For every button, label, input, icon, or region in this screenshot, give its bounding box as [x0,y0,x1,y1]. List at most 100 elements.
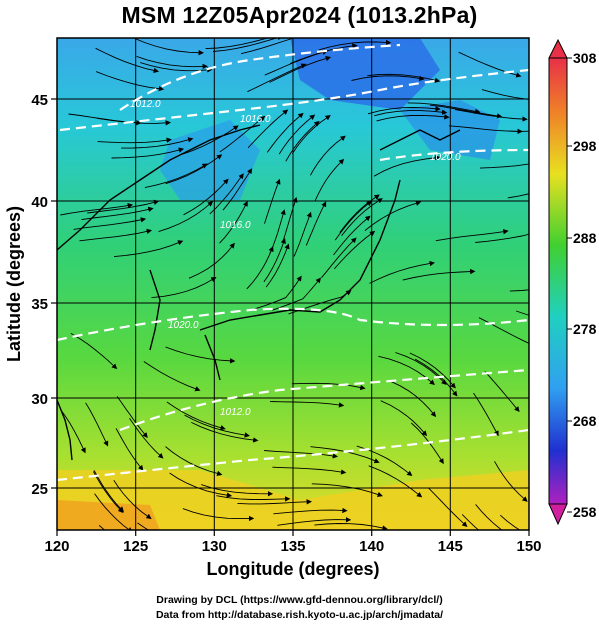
streamline [136,55,208,70]
streamline [81,206,154,221]
streamline [314,523,388,530]
streamline [500,514,521,530]
y-tick-label: 25 [31,481,48,498]
streamline [169,472,233,498]
colorbar-label: 268 [573,413,597,429]
drawing-credit: Drawing by DCL (https://www.gfd-dennou.o… [156,594,443,606]
streamline [481,89,529,100]
streamline [515,310,529,316]
streamline [509,289,529,292]
streamline [288,290,352,315]
streamline [182,508,255,522]
streamline [265,243,290,288]
streamline [247,63,307,93]
streamline [430,104,503,119]
streamline [134,38,204,56]
streamline [85,402,109,447]
y-tick-label: 45 [31,92,48,109]
streamline [484,371,520,412]
streamline [318,39,392,51]
streamline [461,514,480,530]
y-axis-title: Latitude (degrees) [4,206,24,362]
streamline [269,56,332,83]
grid [57,38,529,530]
streamline [277,517,352,526]
colorbar-label: 308 [573,50,597,66]
streamline [341,198,383,236]
streamline [473,392,499,437]
isobar-label: 1012.0 [130,99,161,110]
colorbar: 308 298 288 278 268 258 [548,38,597,526]
streamline [373,155,441,177]
streamline [266,112,304,153]
coastlines [57,124,461,461]
streamline [380,400,428,437]
streamline [209,173,244,215]
streamline [79,228,153,242]
streamline [367,73,441,83]
streamline [184,414,250,438]
streamline [158,201,214,233]
streamline [310,135,346,176]
streamline [111,147,185,159]
x-axis: 120 125 130 135 140 145 150 Longitude (d… [44,530,542,579]
streamline [60,202,134,216]
streamline [333,230,376,270]
streamline [113,480,152,520]
streamline [478,317,529,344]
streamline [144,163,208,189]
streamline [314,158,345,201]
isobar-label: 1016.0 [220,220,251,231]
x-tick-label: 150 [516,538,541,555]
streamline [264,178,281,224]
streamline [95,47,160,74]
data-credit: Data from http://database.rish.kyoto-u.a… [155,609,444,621]
streamline [321,237,357,278]
streamline [87,199,160,214]
streamline [402,268,476,281]
isobar-labels: 1016.0 1020.0 1020.0 1016.0 1012.0 1012.… [130,99,461,418]
streamline [222,168,253,211]
streamline [181,125,239,155]
isobar-label: 1016.0 [240,114,271,125]
streamline [264,450,339,459]
streamline [409,352,456,389]
streamline [95,71,165,92]
streamline [494,461,528,502]
colorbar-label: 278 [573,321,597,337]
streamline [129,417,164,459]
streamline [272,466,347,475]
y-tick-label: 35 [31,296,48,313]
streamline [278,114,316,155]
x-axis-title: Longitude (degrees) [206,559,379,579]
streamline [93,471,124,514]
colorbar-label: 258 [573,504,597,520]
streamline [165,154,223,185]
streamline [246,246,274,290]
streamline [237,499,312,505]
isobars [57,43,529,482]
streamline [201,484,274,497]
streamline [390,380,437,418]
streamline [165,446,223,476]
streamline [339,194,380,233]
streamline [151,277,217,299]
colorbar-label: 288 [573,230,597,246]
streamline [254,275,302,310]
streamline [115,428,144,471]
streamline [311,483,383,498]
streamline [293,211,312,257]
isobar-label: 1012.0 [220,407,251,418]
streamline [364,200,422,231]
streamline [376,114,450,122]
streamline [191,421,259,443]
streamline [166,401,226,431]
streamline [428,487,468,528]
streamline [97,137,172,144]
streamline [351,75,425,82]
x-tick-label: 140 [359,538,384,555]
y-tick-label: 30 [31,391,48,408]
isobar-label: 1020.0 [430,152,461,163]
streamline [240,38,296,55]
